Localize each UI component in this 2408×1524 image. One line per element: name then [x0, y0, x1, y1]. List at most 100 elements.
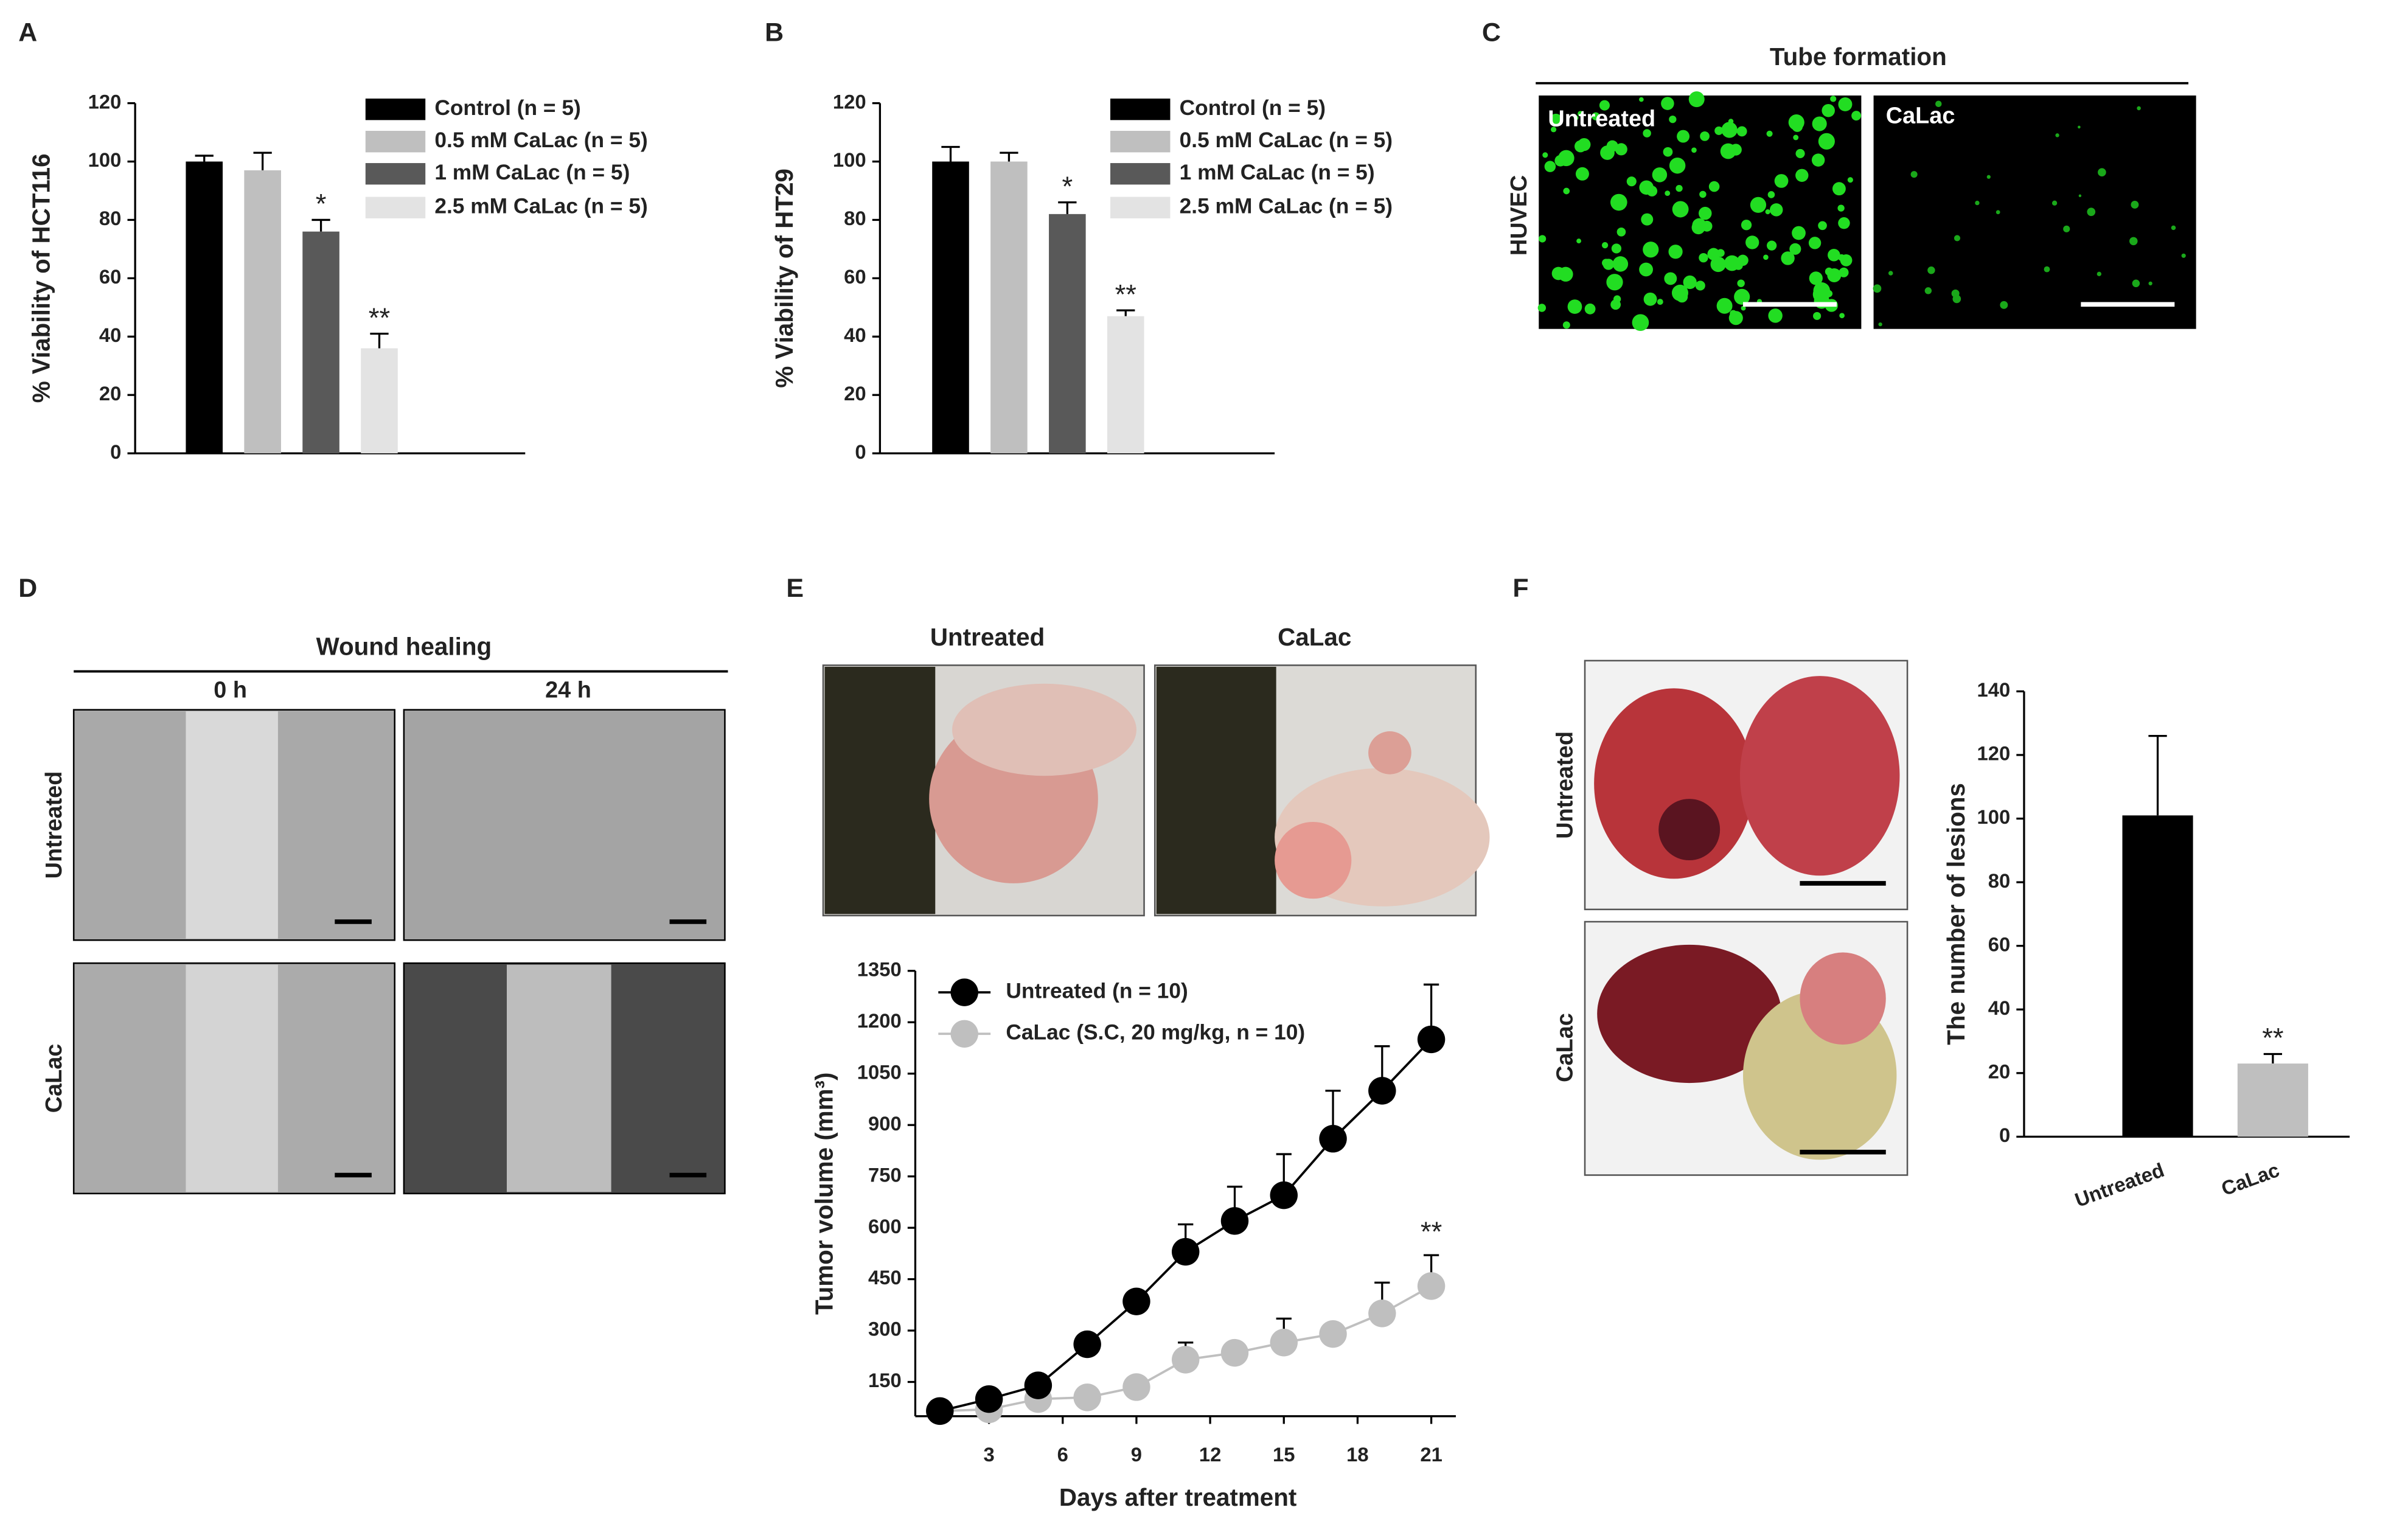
x-tick-label: 6	[1057, 1443, 1068, 1466]
tube-signal	[1563, 187, 1570, 195]
y-tick-label: 600	[868, 1215, 902, 1237]
y-tick-label: 1350	[857, 958, 902, 980]
tube-signal	[2131, 201, 2139, 209]
point	[1024, 1371, 1053, 1399]
tube-signal	[1792, 226, 1806, 240]
tube-signal	[2000, 301, 2008, 309]
tube-signal	[1763, 254, 1769, 260]
point	[1220, 1207, 1249, 1235]
tube-signal	[1839, 313, 1845, 319]
tube-signal	[1822, 103, 1835, 117]
y-tick-label: 100	[833, 148, 866, 171]
tube-signal	[1537, 304, 1547, 312]
tube-signal	[1822, 134, 1830, 142]
tube-signal	[1809, 271, 1823, 285]
point	[1270, 1329, 1298, 1357]
legend-label: 1 mM CaLac (n = 5)	[1180, 161, 1375, 184]
error-bar	[253, 151, 272, 170]
tube-signal	[2171, 225, 2176, 231]
tube-signal	[1699, 190, 1707, 198]
tube-signal	[1695, 280, 1705, 291]
tube-signal	[1847, 177, 1853, 183]
tube-signal	[1665, 190, 1671, 197]
scale-bar	[335, 919, 707, 1178]
point	[1122, 1373, 1150, 1401]
tube-signal	[2137, 106, 2141, 111]
y-tick-label: 60	[99, 265, 121, 288]
bar	[2122, 815, 2193, 1137]
y-tick-label: 0	[855, 440, 866, 463]
legend-label: 0.5 mM CaLac (n = 5)	[1180, 128, 1393, 152]
panel-letter: F	[1512, 574, 1528, 603]
significance: **	[1421, 1216, 1442, 1247]
tube-signal	[1676, 184, 1683, 192]
legend-swatch	[1110, 131, 1171, 153]
tube-signal	[1728, 311, 1743, 325]
x-tick-label: 18	[1346, 1443, 1368, 1466]
tube-signal	[1668, 245, 1683, 259]
x-tick-label: 15	[1273, 1443, 1295, 1466]
tube-signal	[1838, 217, 1850, 229]
tube-signal	[2098, 168, 2106, 177]
tube-signal	[1592, 112, 1600, 120]
error-bar	[2148, 734, 2167, 816]
error-bar	[311, 218, 330, 232]
column-label: Untreated	[930, 623, 1045, 651]
row-label: HUVEC	[1506, 175, 1532, 256]
image-label: CaLac	[1886, 103, 1955, 128]
tube-signal	[1578, 111, 1584, 117]
tube-signal	[1699, 252, 1708, 263]
y-tick-label: 150	[868, 1369, 902, 1391]
row-label: Untreated	[1553, 731, 1578, 839]
micrograph	[1873, 95, 2196, 329]
tube-signal	[2148, 281, 2152, 286]
tube-signal	[1851, 111, 1862, 121]
photo	[1584, 659, 1909, 1176]
panel-letter: B	[765, 18, 784, 47]
tube-signal	[1910, 171, 1918, 178]
bar	[244, 170, 281, 454]
y-tick-label: 120	[833, 90, 866, 113]
tube-signal	[1721, 122, 1738, 138]
y-tick-label: 20	[1988, 1060, 2010, 1083]
tube-signal	[2129, 237, 2138, 246]
tube-signal	[1602, 259, 1610, 267]
tube-signal	[1840, 254, 1853, 266]
tube-signal	[1736, 126, 1747, 137]
x-tick-label: 21	[1420, 1443, 1442, 1466]
legend-label: 0.5 mM CaLac (n = 5)	[434, 128, 647, 152]
tube-signal	[1539, 235, 1547, 243]
tube-signal	[1839, 267, 1849, 277]
tube-signal	[2132, 279, 2140, 288]
tube-signal	[1544, 161, 1556, 172]
x-tick-label: 3	[983, 1443, 994, 1466]
y-tick-label: 750	[868, 1163, 902, 1186]
legend-swatch	[365, 131, 426, 153]
point	[1122, 1287, 1150, 1315]
tube-signal	[1975, 200, 1980, 206]
bar	[2237, 1063, 2308, 1137]
tube-signal	[1663, 147, 1673, 157]
tube-signal	[1793, 134, 1799, 141]
tube-signal	[1700, 131, 1710, 141]
bar	[1107, 316, 1144, 454]
micrograph	[1537, 91, 1862, 332]
tube-signal	[1599, 100, 1610, 111]
tube-signal	[1716, 297, 1733, 314]
y-tick-label: 140	[1977, 678, 2010, 701]
tube-signal	[1878, 322, 1882, 327]
y-axis-label: % Viability of HCT116	[27, 153, 55, 403]
tube-signal	[1828, 248, 1840, 262]
error-bar	[941, 145, 960, 162]
tube-signal	[1643, 292, 1657, 306]
tube-signal	[1724, 255, 1740, 271]
legend-label: Untreated (n = 10)	[1006, 979, 1188, 1003]
tube-signal	[1558, 150, 1575, 167]
tube-signal	[1837, 204, 1845, 212]
significance: **	[369, 302, 390, 333]
x-tick-label: CaLac	[2218, 1158, 2282, 1200]
y-tick-label: 0	[110, 440, 121, 463]
tube-signal	[1935, 100, 1942, 107]
tube-signal	[2063, 225, 2070, 232]
y-tick-label: 300	[868, 1318, 902, 1340]
